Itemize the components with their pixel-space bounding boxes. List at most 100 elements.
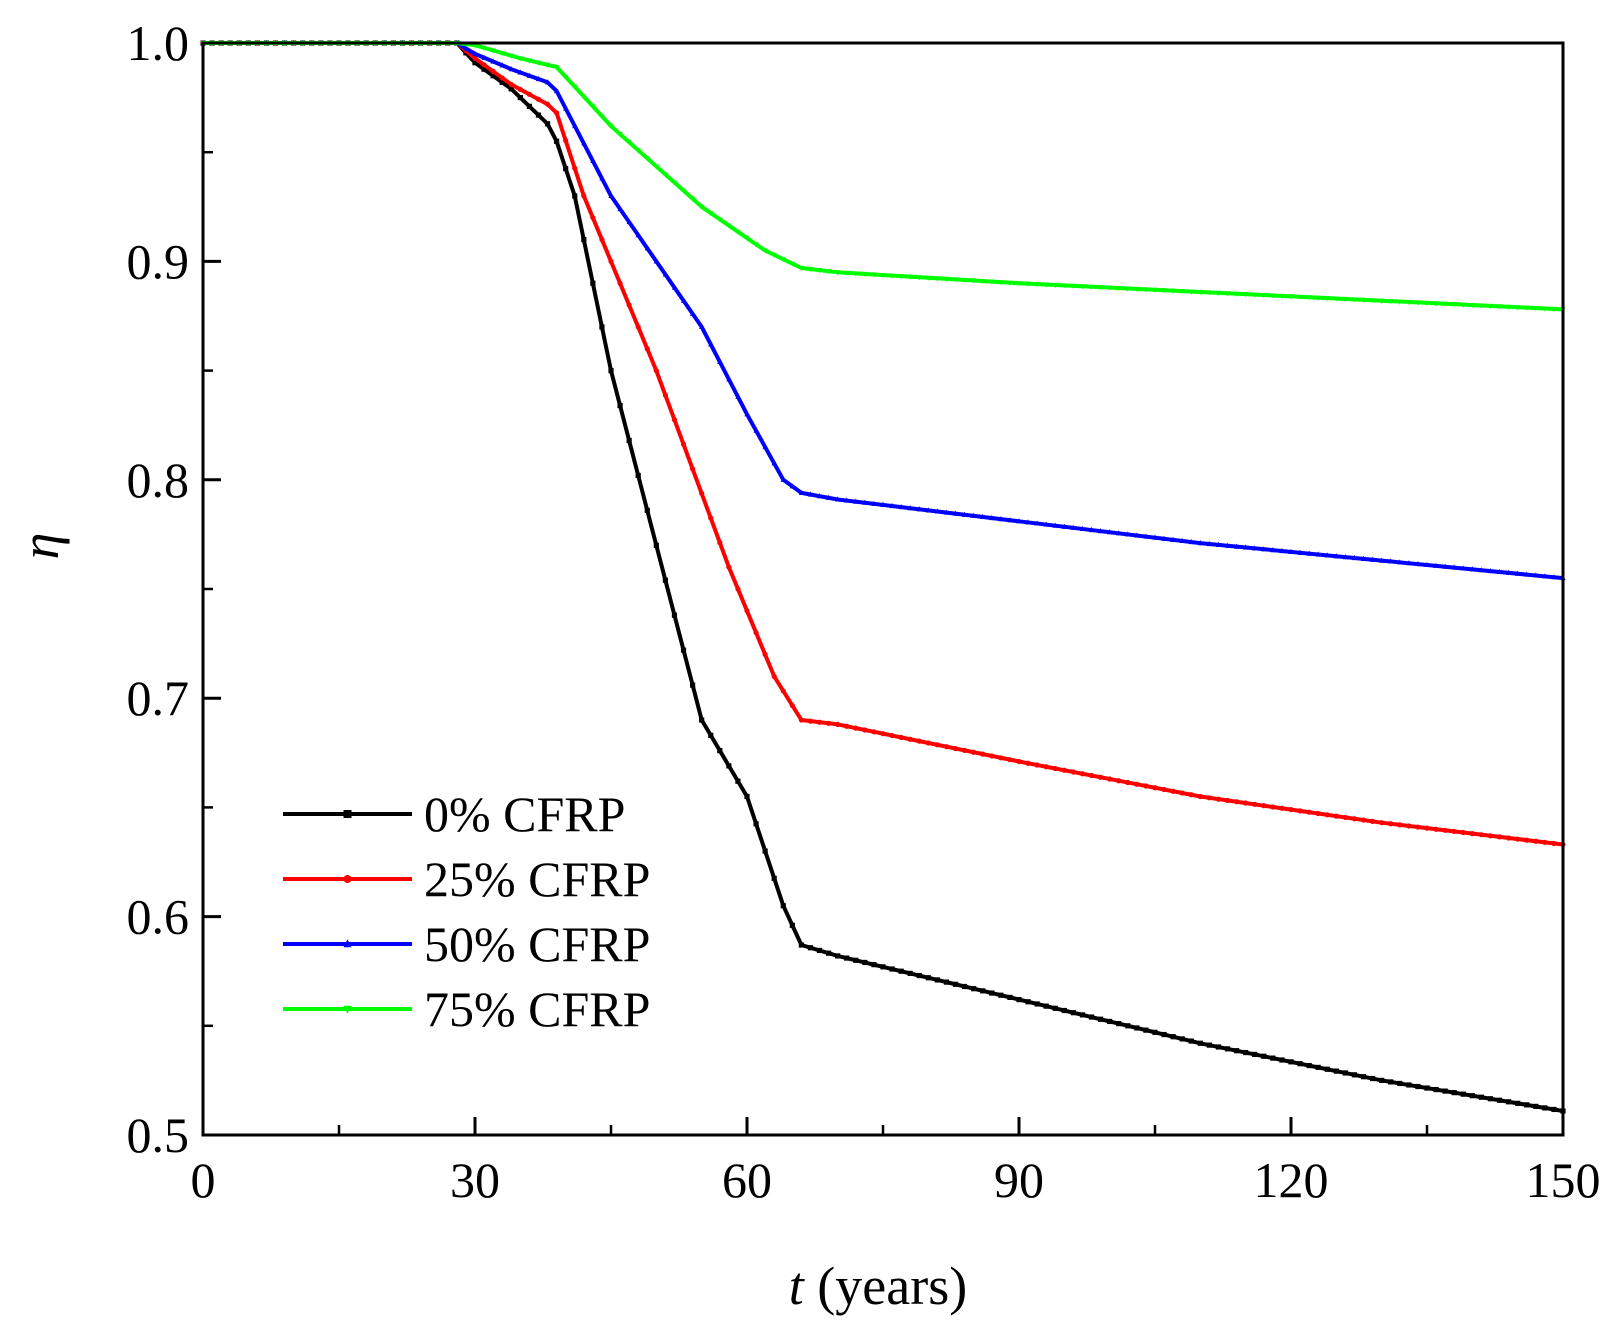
data-point bbox=[1533, 572, 1539, 578]
data-point bbox=[735, 586, 741, 592]
data-point bbox=[971, 512, 977, 518]
data-point bbox=[780, 903, 786, 909]
data-point bbox=[1478, 832, 1484, 838]
legend-entry-0: 0% CFRP bbox=[283, 786, 625, 842]
data-point bbox=[617, 131, 623, 138]
data-point bbox=[844, 955, 850, 961]
data-point bbox=[1170, 536, 1176, 542]
data-point bbox=[1052, 765, 1058, 772]
data-point bbox=[1469, 831, 1475, 837]
data-point bbox=[1088, 526, 1095, 533]
data-point bbox=[644, 346, 650, 352]
data-point bbox=[889, 966, 895, 972]
data-point bbox=[1360, 555, 1367, 561]
legend-label: 50% CFRP bbox=[424, 916, 650, 972]
data-point bbox=[889, 273, 895, 279]
data-point bbox=[853, 725, 859, 731]
data-point bbox=[554, 87, 560, 94]
data-point bbox=[1460, 302, 1466, 308]
data-point bbox=[608, 192, 614, 198]
data-point bbox=[1279, 1057, 1285, 1063]
data-point bbox=[1460, 565, 1466, 571]
data-point bbox=[1397, 299, 1403, 305]
data-point bbox=[1424, 1085, 1430, 1091]
data-point bbox=[717, 217, 723, 223]
data-point bbox=[844, 270, 850, 276]
data-point bbox=[925, 975, 931, 981]
data-point bbox=[544, 79, 551, 85]
data-point bbox=[1261, 1053, 1267, 1059]
data-point bbox=[1134, 1025, 1140, 1031]
data-point bbox=[952, 745, 959, 752]
data-point bbox=[980, 751, 986, 757]
data-point bbox=[1125, 779, 1131, 786]
data-point bbox=[789, 261, 795, 267]
data-point bbox=[526, 103, 532, 109]
data-point bbox=[826, 494, 832, 500]
data-point bbox=[1224, 1046, 1231, 1052]
data-point bbox=[653, 542, 659, 548]
y-tick-label: 0.9 bbox=[127, 233, 190, 289]
data-point bbox=[644, 507, 650, 513]
data-point bbox=[1161, 786, 1167, 793]
data-point bbox=[671, 612, 678, 618]
data-point bbox=[1025, 999, 1031, 1005]
data-point bbox=[1333, 813, 1339, 819]
data-point bbox=[962, 511, 968, 517]
data-point bbox=[1234, 291, 1240, 297]
data-point bbox=[1370, 818, 1376, 824]
data-point bbox=[952, 510, 959, 516]
data-point bbox=[635, 232, 641, 238]
data-point bbox=[1215, 1044, 1222, 1050]
data-point bbox=[1170, 1034, 1176, 1040]
data-point bbox=[1143, 783, 1149, 789]
data-point bbox=[1415, 560, 1421, 567]
data-point bbox=[1297, 1061, 1303, 1067]
data-point bbox=[934, 508, 940, 514]
data-point bbox=[1179, 1036, 1185, 1042]
data-point bbox=[508, 66, 514, 72]
data-point bbox=[490, 68, 496, 74]
data-point bbox=[680, 188, 687, 194]
data-point bbox=[998, 992, 1004, 998]
data-point bbox=[563, 74, 569, 80]
data-point bbox=[708, 515, 714, 521]
data-point bbox=[1270, 547, 1276, 553]
data-point bbox=[1342, 296, 1348, 303]
data-point bbox=[1243, 800, 1249, 806]
data-point bbox=[916, 275, 922, 281]
data-point bbox=[898, 968, 904, 974]
data-point bbox=[1542, 839, 1548, 845]
data-point bbox=[1379, 1077, 1385, 1083]
data-point bbox=[1451, 302, 1457, 308]
data-point bbox=[835, 721, 841, 728]
data-point bbox=[1243, 1049, 1249, 1056]
data-point bbox=[1215, 796, 1222, 802]
data-point bbox=[1161, 288, 1167, 294]
data-point bbox=[880, 272, 886, 279]
data-point bbox=[1188, 538, 1194, 545]
axes: 0 30 60 90 120 150 0.5 0.6 0.7 0.8 0.9 1.0 bbox=[127, 15, 1601, 1208]
data-point bbox=[1197, 540, 1203, 546]
data-point bbox=[508, 86, 514, 92]
data-point bbox=[671, 284, 678, 290]
data-point bbox=[481, 66, 487, 72]
data-point bbox=[599, 175, 605, 181]
data-point bbox=[1252, 545, 1258, 551]
data-point bbox=[526, 72, 532, 78]
data-point bbox=[1515, 836, 1521, 842]
data-point bbox=[762, 651, 768, 658]
data-point bbox=[1451, 828, 1457, 835]
data-point bbox=[1125, 531, 1131, 537]
data-point bbox=[535, 60, 542, 66]
data-point bbox=[1007, 280, 1013, 286]
data-point bbox=[1351, 554, 1358, 561]
data-point bbox=[581, 94, 587, 100]
data-point bbox=[1451, 1090, 1457, 1096]
data-point bbox=[581, 236, 587, 243]
data-point bbox=[1043, 282, 1049, 288]
data-point bbox=[889, 502, 895, 509]
data-point bbox=[1433, 826, 1439, 832]
data-point bbox=[989, 753, 995, 759]
data-point bbox=[853, 271, 859, 277]
